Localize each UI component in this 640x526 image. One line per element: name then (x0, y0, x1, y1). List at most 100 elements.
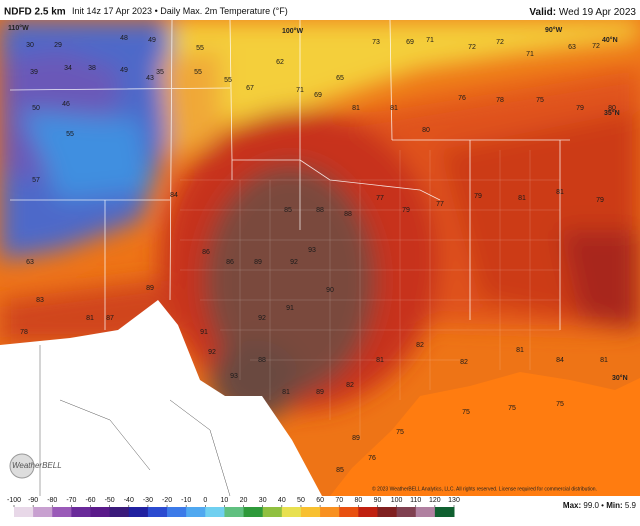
grid-label: 40°N (602, 36, 618, 44)
colorbar-segment (281, 507, 302, 517)
station-temp: 76 (458, 95, 466, 102)
station-temp: 92 (208, 349, 216, 356)
colorbar-segment (358, 507, 378, 517)
colorbar-segment (377, 507, 398, 517)
colorbar-tick-label: -10 (181, 497, 191, 504)
colorbar-tick-label: 70 (335, 497, 343, 504)
station-temp: 82 (416, 342, 424, 349)
station-temp: 57 (32, 177, 40, 184)
separator: • (155, 6, 158, 16)
station-temp: 55 (66, 131, 74, 138)
station-temp: 49 (120, 67, 128, 74)
colorbar-segment (205, 507, 225, 517)
colorbar-segment (109, 507, 130, 517)
grid-label: 30°N (612, 374, 628, 382)
station-temp: 43 (146, 75, 154, 82)
station-temp: 88 (258, 357, 266, 364)
colorbar-tick-label: 0 (203, 497, 207, 504)
station-temp: 81 (518, 195, 526, 202)
station-temp: 88 (316, 207, 324, 214)
colorbar-tick-label: 40 (278, 497, 286, 504)
colorbar-segment (147, 507, 168, 517)
station-temp: 93 (230, 373, 238, 380)
station-temp: 67 (246, 85, 254, 92)
colorbar-tick-label: 10 (221, 497, 229, 504)
station-temp: 81 (352, 105, 360, 112)
station-temp: 55 (224, 77, 232, 84)
station-temp: 79 (596, 197, 604, 204)
station-temp: 35 (156, 69, 164, 76)
field-name: Daily Max. 2m Temperature (°F) (160, 6, 287, 16)
station-temp: 72 (496, 39, 504, 46)
colorbar-tick-label: 100 (391, 497, 403, 504)
station-temp: 89 (146, 285, 154, 292)
colorbar-segment (300, 507, 321, 517)
station-temp: 69 (314, 92, 322, 99)
station-temp: 71 (296, 87, 304, 94)
station-temp: 72 (468, 44, 476, 51)
station-temp: 76 (368, 455, 376, 462)
grid-label: 110°W (8, 24, 29, 32)
valid-date: Wed 19 Apr 2023 (559, 7, 637, 18)
colorbar-segment (396, 507, 417, 517)
logo-text: WeatherBELL (12, 461, 62, 470)
station-temp: 75 (508, 405, 516, 412)
station-temp: 71 (426, 37, 434, 44)
colorbar-tick-label: 50 (297, 497, 305, 504)
colorbar-tick-label: -100 (7, 497, 21, 504)
station-temp: 30 (26, 42, 34, 49)
station-temp: 89 (316, 389, 324, 396)
county-lines (180, 150, 560, 440)
station-temp: 82 (460, 359, 468, 366)
station-temp: 62 (276, 59, 284, 66)
station-temp: 34 (64, 65, 72, 72)
valid-time: Valid: Wed 19 Apr 2023 (529, 7, 636, 18)
station-temp: 38 (88, 65, 96, 72)
station-temp: 82 (346, 382, 354, 389)
station-temp: 93 (308, 247, 316, 254)
colorbar-segment (71, 507, 92, 517)
colorbar-segment (186, 507, 206, 517)
colorbar-segment (52, 507, 72, 517)
station-temp: 91 (286, 305, 294, 312)
logo: WeatherBELL (9, 453, 62, 479)
colorbar-tick-label: -50 (105, 497, 115, 504)
station-temp: 46 (62, 101, 70, 108)
min-label: Min: (606, 501, 622, 510)
colorbar-segment (434, 507, 455, 517)
station-temp: 79 (576, 105, 584, 112)
colorbar-segment (262, 507, 283, 517)
gulf-region (330, 372, 640, 496)
colorbar-tick-label: 30 (259, 497, 267, 504)
station-temp: 81 (282, 389, 290, 396)
station-temp: 49 (148, 37, 156, 44)
station-temp: 92 (290, 259, 298, 266)
station-temp: 91 (200, 329, 208, 336)
grid-label: 90°W (545, 26, 563, 34)
station-temp: 81 (86, 315, 94, 322)
mexico-region (0, 300, 322, 496)
station-temp: 79 (474, 193, 482, 200)
station-temp: 81 (376, 357, 384, 364)
station-temp: 75 (396, 429, 404, 436)
station-temp: 80 (608, 105, 616, 112)
state-borders (9, 20, 570, 330)
station-temp: 85 (284, 207, 292, 214)
grid-label: 35°N (604, 109, 620, 117)
station-temp: 84 (170, 192, 178, 199)
colorbar-segment (167, 507, 187, 517)
station-temp: 86 (202, 249, 210, 256)
station-temp: 85 (336, 467, 344, 474)
init-time: Init 14z 17 Apr 2023 (72, 6, 152, 16)
station-temp: 29 (54, 42, 62, 49)
station-temp: 77 (436, 201, 444, 208)
colorbar-tick-label: 90 (374, 497, 382, 504)
colorbar-segment (320, 507, 340, 517)
station-temp: 73 (372, 39, 380, 46)
colorbar-tick-label: -80 (47, 497, 57, 504)
station-temp: 87 (106, 315, 114, 322)
map-field (0, 20, 640, 496)
colorbar-tick-label: -40 (124, 497, 134, 504)
station-temp: 92 (258, 315, 266, 322)
colorbar-segment (14, 507, 34, 517)
